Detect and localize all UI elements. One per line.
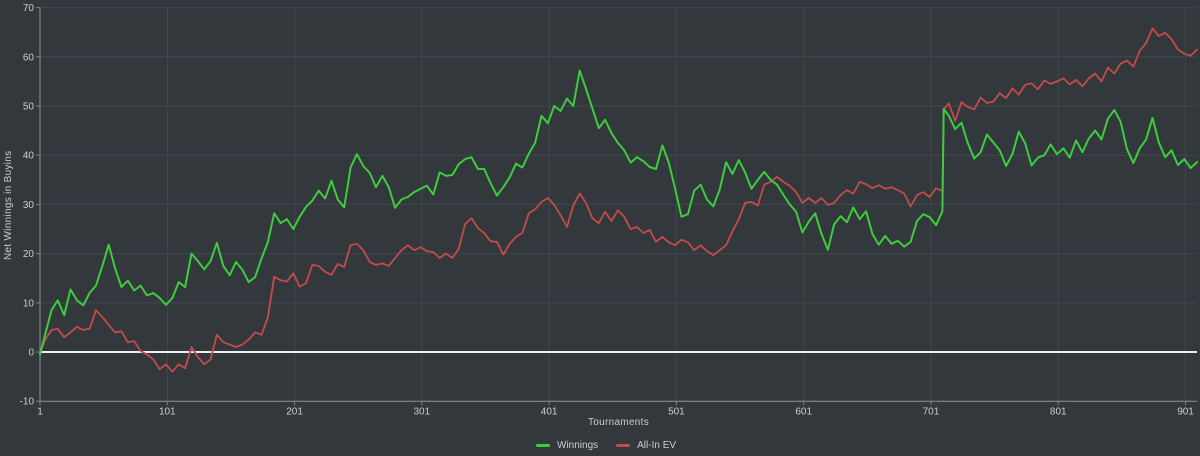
x-tick-label: 401 xyxy=(541,407,558,418)
x-tick-label: 101 xyxy=(159,407,176,418)
x-tick-label: 701 xyxy=(923,407,940,418)
x-axis-title: Tournaments xyxy=(587,417,650,428)
x-tick-label: 301 xyxy=(414,407,431,418)
x-tick-label: 201 xyxy=(286,407,303,418)
winnings-series-swatch-icon xyxy=(536,444,550,447)
y-tick-label: 60 xyxy=(23,52,35,63)
legend: Winnings All-In EV xyxy=(536,440,676,451)
y-tick-label: 40 xyxy=(23,151,35,162)
y-tick-label: 50 xyxy=(23,102,35,113)
series-line-all-in-ev xyxy=(39,27,1198,373)
y-tick-label: -10 xyxy=(20,397,35,408)
allin-ev-series-swatch-icon xyxy=(616,444,631,447)
x-tick-label: 901 xyxy=(1177,407,1194,418)
y-tick-label: 0 xyxy=(28,348,34,359)
legend-item-allin-ev: All-In EV xyxy=(616,440,676,451)
y-tick-label: 10 xyxy=(23,298,35,309)
y-tick-label: 70 xyxy=(23,3,35,14)
series-line-winnings xyxy=(39,69,1198,356)
legend-item-winnings: Winnings xyxy=(536,440,598,451)
y-tick-label: 30 xyxy=(23,200,35,211)
x-tick-label: 1 xyxy=(37,407,43,418)
y-tick-label: 20 xyxy=(23,249,35,260)
x-tick-label: 501 xyxy=(668,407,685,418)
x-tick-label: 601 xyxy=(795,407,812,418)
winnings-legend-label: Winnings xyxy=(557,440,599,451)
x-tick-label: 801 xyxy=(1050,407,1067,418)
allin-ev-legend-label: All-In EV xyxy=(637,440,677,451)
